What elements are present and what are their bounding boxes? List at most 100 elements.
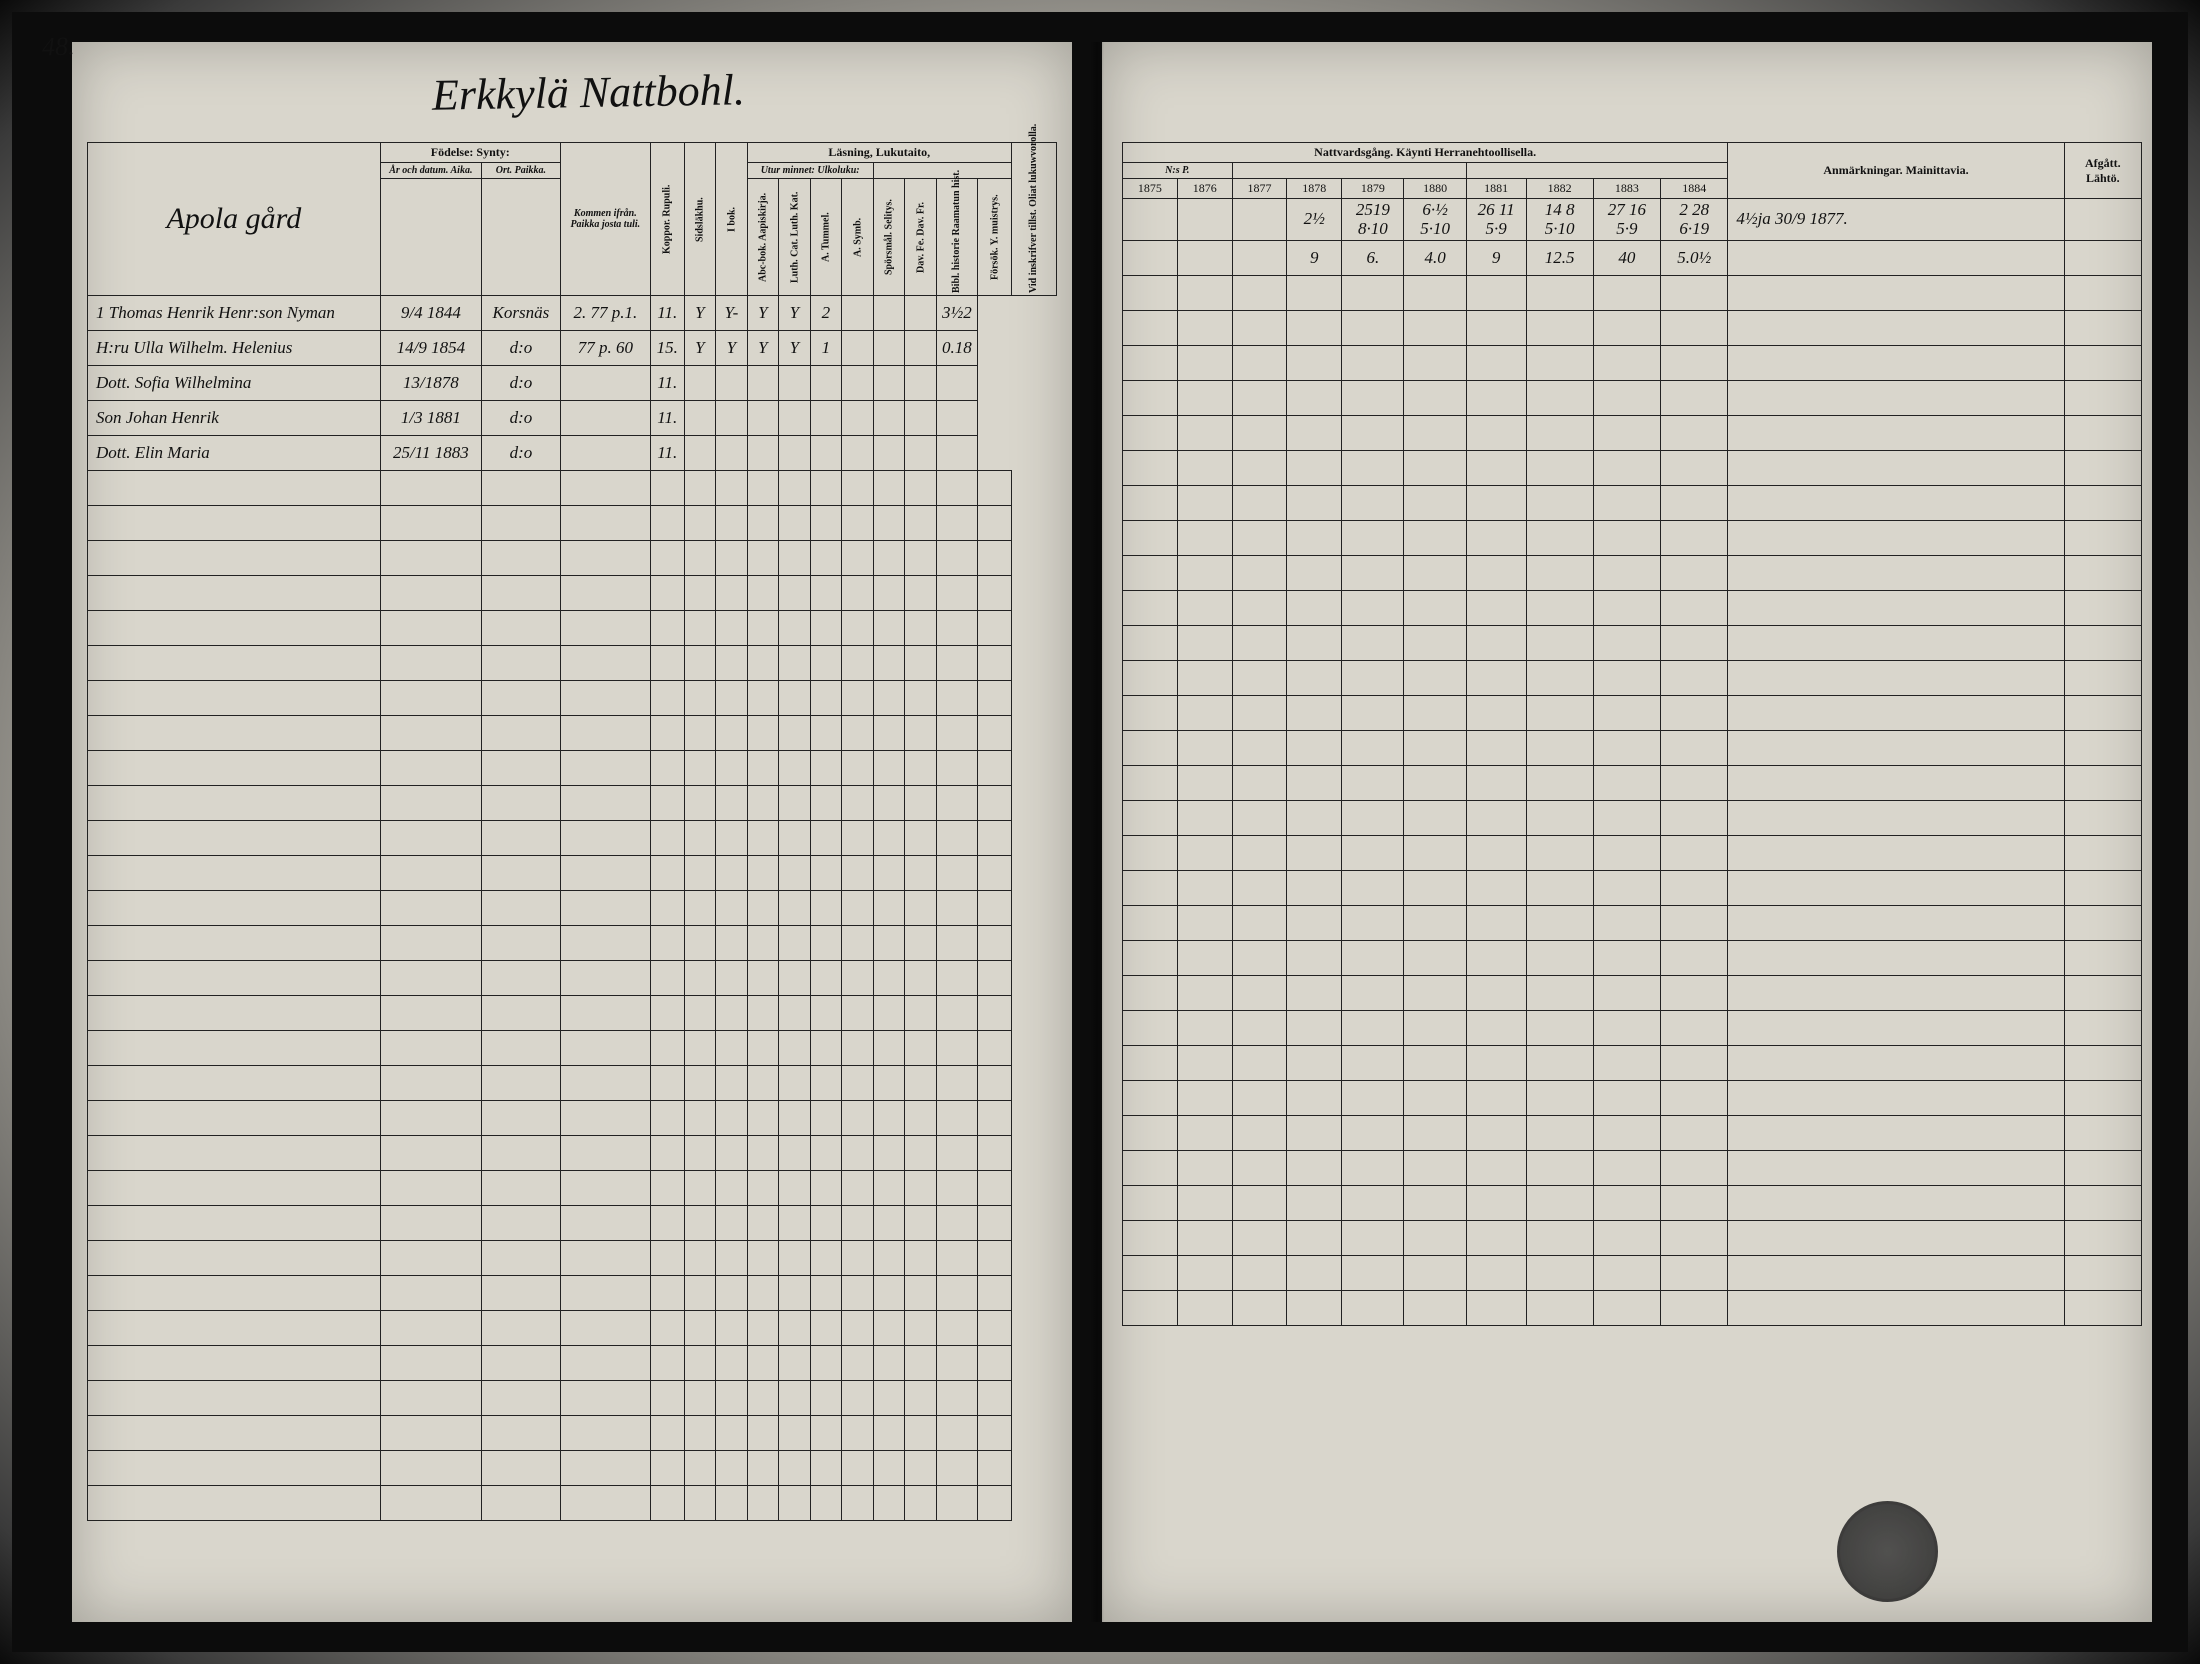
empty-cell	[978, 926, 1012, 961]
empty-cell	[1661, 1116, 1728, 1151]
empty-cell	[1466, 836, 1526, 871]
mark-cell-3-6	[873, 401, 905, 436]
empty-table-row	[1123, 1291, 2142, 1326]
empty-cell	[1404, 1116, 1466, 1151]
empty-cell	[1593, 1046, 1660, 1081]
table-row[interactable]: 2½ 2519 8·10 6·½ 5·10 26 11 5·9 14 8 5·10 27 …	[1123, 199, 2142, 241]
empty-cell	[1404, 1081, 1466, 1116]
table-row[interactable]: H:ru Ulla Wilhelm. Helenius 14/9 1854 d:o 7…	[88, 331, 1057, 366]
empty-cell	[905, 1066, 937, 1101]
empty-cell	[1232, 276, 1287, 311]
empty-cell	[936, 1416, 977, 1451]
birth-date-cell-3: 1/3 1881	[380, 401, 481, 436]
empty-cell	[1123, 941, 1178, 976]
empty-cell	[1287, 626, 1342, 661]
empty-cell	[2064, 801, 2141, 836]
empty-cell	[1232, 836, 1287, 871]
empty-cell	[747, 821, 779, 856]
empty-cell	[650, 751, 684, 786]
empty-cell	[978, 1346, 1012, 1381]
empty-cell	[842, 1311, 874, 1346]
empty-cell	[936, 681, 977, 716]
empty-cell	[747, 1486, 779, 1521]
empty-cell	[1232, 556, 1287, 591]
empty-cell	[779, 1451, 811, 1486]
empty-cell	[873, 1206, 905, 1241]
empty-cell	[1728, 486, 2064, 521]
empty-cell	[936, 786, 977, 821]
empty-cell	[380, 996, 481, 1031]
empty-cell	[1526, 1256, 1593, 1291]
omr-hr-hs-sub2	[1466, 163, 1728, 179]
empty-cell	[684, 716, 716, 751]
empty-cell	[1728, 1291, 2064, 1326]
empty-cell	[1661, 381, 1728, 416]
year-col-4: 1879	[1342, 179, 1404, 199]
empty-cell	[684, 1206, 716, 1241]
empty-cell	[2064, 1221, 2141, 1256]
page-number-label: 48.	[41, 31, 75, 62]
empty-cell	[779, 1311, 811, 1346]
table-row[interactable]: Dott. Elin Maria 25/11 1883 d:o 11.	[88, 436, 1057, 471]
empty-cell	[88, 1416, 381, 1451]
table-row[interactable]: Son Johan Henrik 1/3 1881 d:o 11.	[88, 401, 1057, 436]
empty-cell	[747, 1206, 779, 1241]
empty-cell	[1728, 1081, 2064, 1116]
empty-cell	[684, 1101, 716, 1136]
empty-cell	[650, 1276, 684, 1311]
empty-cell	[905, 1101, 937, 1136]
empty-cell	[779, 856, 811, 891]
empty-cell	[1404, 521, 1466, 556]
last-cell-3	[936, 401, 977, 436]
empty-cell	[842, 1031, 874, 1066]
empty-table-row	[88, 1311, 1057, 1346]
table-row[interactable]: 1 Thomas Henrik Henr:son Nyman 9/4 1844 Ko…	[88, 296, 1057, 331]
empty-cell	[1342, 766, 1404, 801]
empty-cell	[482, 1346, 561, 1381]
household-title: Apola gård	[88, 143, 381, 296]
empty-cell	[936, 471, 977, 506]
empty-cell	[1404, 976, 1466, 1011]
empty-cell	[88, 786, 381, 821]
empty-cell	[1177, 1081, 1232, 1116]
table-row[interactable]: Dott. Sofia Wilhelmina 13/1878 d:o 11.	[88, 366, 1057, 401]
empty-cell	[684, 1171, 716, 1206]
table-row[interactable]: 9 6. 4.0 9 12.5 40 5.0½	[1123, 241, 2142, 276]
empty-cell	[779, 1486, 811, 1521]
empty-table-row	[1123, 591, 2142, 626]
empty-cell	[1661, 871, 1728, 906]
empty-cell	[810, 751, 842, 786]
empty-cell	[1232, 1011, 1287, 1046]
empty-cell	[1728, 661, 2064, 696]
empty-cell	[684, 786, 716, 821]
empty-cell	[1661, 766, 1728, 801]
empty-cell	[88, 471, 381, 506]
empty-cell	[1728, 416, 2064, 451]
empty-cell	[905, 786, 937, 821]
empty-table-row	[1123, 276, 2142, 311]
empty-cell	[810, 611, 842, 646]
empty-cell	[482, 1381, 561, 1416]
empty-cell	[684, 541, 716, 576]
empty-cell	[1404, 871, 1466, 906]
mark-cell-4-7	[905, 436, 937, 471]
empty-cell	[1342, 1011, 1404, 1046]
nattvard-cell-1-6: 9	[1466, 241, 1526, 276]
birth-place-cell-3: d:o	[482, 401, 561, 436]
empty-cell	[810, 1346, 842, 1381]
empty-cell	[1342, 1151, 1404, 1186]
empty-cell	[873, 1451, 905, 1486]
empty-cell	[1232, 451, 1287, 486]
empty-cell	[1287, 906, 1342, 941]
empty-table-row	[1123, 801, 2142, 836]
empty-cell	[684, 1346, 716, 1381]
empty-cell	[1342, 871, 1404, 906]
mark-cell-2-1	[716, 366, 748, 401]
empty-cell	[1287, 766, 1342, 801]
empty-cell	[88, 1311, 381, 1346]
empty-cell	[482, 1206, 561, 1241]
empty-cell	[1232, 416, 1287, 451]
empty-table-row	[1123, 1256, 2142, 1291]
empty-cell	[380, 681, 481, 716]
empty-cell	[779, 1066, 811, 1101]
